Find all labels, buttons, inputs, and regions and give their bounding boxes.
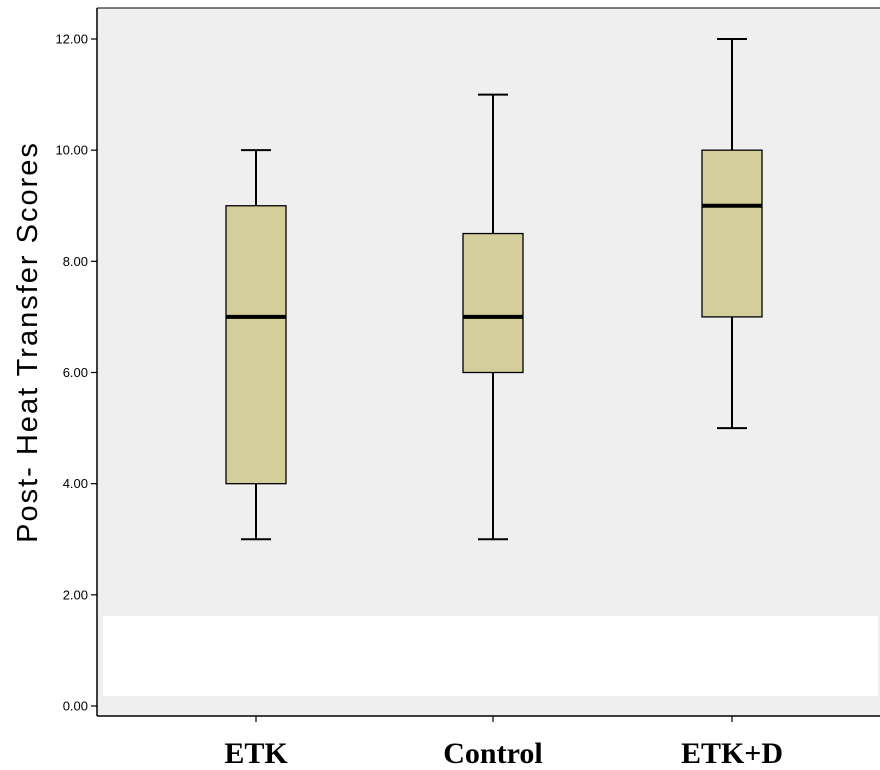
- x-category-label: Control: [443, 737, 542, 770]
- y-axis: 0.00 2.00 4.00 6.00 8.00 10.00 12.00: [55, 7, 880, 716]
- y-tick-label: 6.00: [63, 365, 88, 380]
- x-axis: ETK Control ETK+D: [97, 715, 880, 770]
- y-tick-label: 2.00: [63, 587, 88, 602]
- iqr-box: [462, 232, 524, 374]
- plot-blank-band: [103, 616, 878, 696]
- y-tick-label: 10.00: [55, 143, 88, 158]
- y-tick-label: 0.00: [63, 699, 88, 714]
- x-category-label: ETK: [224, 737, 288, 770]
- iqr-box: [225, 205, 287, 485]
- box-series: [225, 38, 763, 541]
- box-etk: [225, 149, 287, 541]
- y-tick-label: 12.00: [55, 32, 88, 47]
- x-category-label: ETK+D: [681, 737, 783, 770]
- y-tick-label: 4.00: [63, 476, 88, 491]
- iqr-box: [701, 149, 763, 318]
- y-tick-label: 8.00: [63, 254, 88, 269]
- box-control: [462, 93, 524, 541]
- box-etk-d: [701, 38, 763, 430]
- y-axis-label: Post- Heat Transfer Scores: [12, 141, 44, 543]
